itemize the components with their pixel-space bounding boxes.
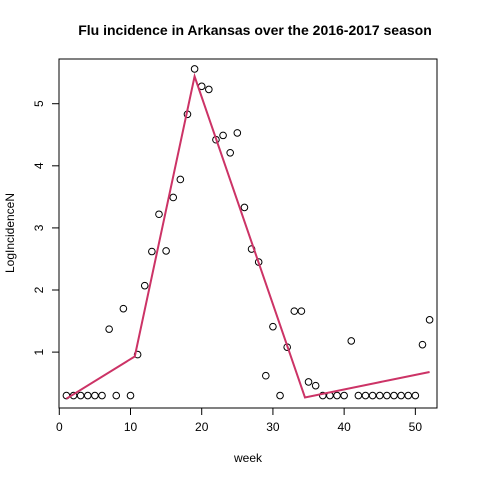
data-point	[126, 391, 135, 400]
y-axis: 1 2 3 4 5	[32, 100, 60, 355]
y-tick-label: 2	[32, 286, 46, 293]
data-point	[318, 391, 327, 400]
data-point	[140, 281, 149, 290]
data-point	[148, 247, 156, 256]
x-axis: 0 10 20 30 40 50	[56, 407, 423, 434]
y-tick-label: 1	[32, 348, 46, 355]
data-point	[375, 391, 384, 400]
data-point	[276, 391, 284, 400]
chart-title: Flu incidence in Arkansas over the 2016-…	[78, 22, 432, 38]
x-tick-label: 50	[409, 420, 423, 434]
data-point	[368, 391, 377, 400]
data-point	[112, 391, 121, 400]
data-point	[205, 85, 213, 94]
data-point	[290, 307, 299, 315]
data-point	[226, 148, 234, 157]
data-point	[404, 391, 413, 400]
data-point	[311, 381, 320, 390]
data-point	[383, 391, 391, 400]
y-axis-label: LogIncidenceN	[3, 193, 17, 273]
y-tick-label: 4	[32, 162, 46, 169]
data-point	[297, 307, 306, 315]
x-tick-label: 10	[124, 420, 138, 434]
data-point	[340, 391, 348, 400]
data-point	[219, 131, 227, 140]
data-point	[347, 337, 356, 345]
x-tick-label: 0	[56, 420, 63, 434]
data-point	[425, 316, 434, 324]
data-point	[98, 391, 106, 400]
x-tick-label: 30	[266, 420, 280, 434]
data-point	[269, 322, 277, 331]
data-point	[397, 391, 405, 400]
data-point	[155, 210, 163, 219]
data-point	[169, 193, 178, 202]
data-point	[119, 304, 128, 313]
data-point	[176, 175, 185, 184]
x-tick-label: 20	[195, 420, 209, 434]
data-point	[390, 391, 398, 400]
data-point	[262, 371, 270, 380]
data-point	[76, 391, 85, 400]
data-point	[304, 378, 313, 386]
data-point	[361, 391, 370, 400]
data-point	[418, 340, 427, 349]
x-axis-label: week	[233, 451, 263, 465]
data-point	[240, 203, 249, 212]
y-tick-label: 5	[32, 100, 46, 107]
data-point	[411, 391, 420, 400]
data-point	[105, 325, 113, 333]
y-tick-label: 3	[32, 224, 46, 231]
data-point	[91, 391, 99, 400]
data-point	[83, 391, 92, 400]
data-point	[354, 391, 363, 400]
fit-line	[65, 72, 430, 400]
data-point	[333, 391, 341, 400]
data-point	[162, 247, 170, 255]
data-point	[233, 129, 242, 137]
data-point	[190, 65, 199, 73]
x-tick-label: 40	[337, 420, 351, 434]
